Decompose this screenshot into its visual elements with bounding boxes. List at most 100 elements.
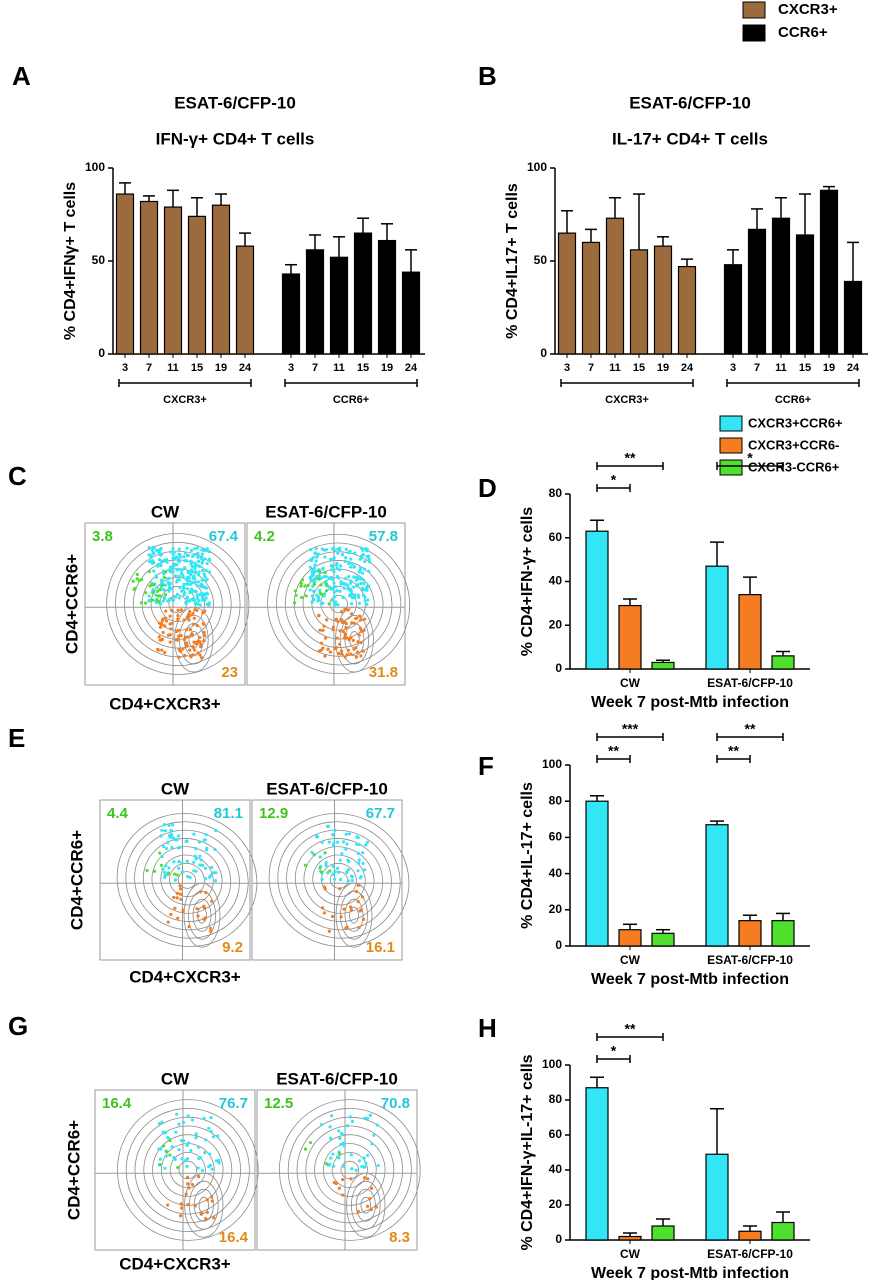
event-dot	[331, 628, 335, 632]
event-dot	[203, 1151, 207, 1155]
event-dot	[202, 630, 206, 635]
event-dot	[355, 835, 359, 839]
bar	[163, 206, 183, 355]
event-dot	[210, 1167, 214, 1171]
event-dot	[183, 653, 187, 658]
contour	[276, 542, 402, 666]
event-dot	[210, 899, 214, 903]
event-dot	[160, 854, 164, 859]
event-dot	[308, 1140, 313, 1145]
contour	[116, 1099, 259, 1241]
event-dot	[193, 570, 198, 574]
bar	[353, 232, 373, 355]
event-dot	[368, 1113, 372, 1117]
group-label: CXCR3+	[605, 394, 649, 406]
event-dot	[319, 1122, 324, 1127]
contour	[311, 577, 366, 631]
event-dot	[356, 574, 360, 578]
event-dot	[317, 570, 322, 574]
event-dot	[193, 566, 197, 571]
event-dot	[185, 1143, 189, 1147]
event-dot	[350, 621, 354, 625]
event-dot	[193, 854, 197, 858]
event-dot	[370, 1186, 374, 1190]
contour	[344, 898, 364, 932]
contour	[189, 1180, 219, 1230]
event-dot	[303, 584, 307, 588]
event-dot	[321, 646, 325, 650]
event-dot	[346, 648, 350, 652]
flow-title: CW	[151, 502, 180, 521]
legend-label: CXCR3-CCR6+	[748, 459, 840, 474]
panel-letter: C	[8, 461, 27, 491]
event-dot	[359, 581, 363, 586]
event-dot	[168, 1139, 172, 1143]
event-dot	[356, 851, 361, 856]
x-tick-label: 24	[847, 362, 860, 374]
event-dot	[158, 851, 162, 855]
event-dot	[359, 629, 363, 633]
event-dot	[185, 635, 189, 639]
event-dot	[369, 1207, 373, 1212]
event-dot	[161, 599, 165, 603]
event-dot	[349, 652, 353, 656]
event-dot	[166, 599, 170, 603]
event-dot	[195, 623, 199, 628]
event-dot	[150, 598, 154, 602]
event-dot	[179, 897, 183, 902]
event-dot	[195, 642, 199, 646]
x-axis-label: CD4+CXCR3+	[129, 967, 241, 986]
quadrant-bottom-right: 16.1	[366, 939, 395, 956]
y-axis-label: CD4+CCR6+	[64, 1120, 83, 1220]
event-dot	[190, 588, 194, 592]
bar	[401, 271, 421, 355]
event-dot	[168, 835, 172, 840]
event-dot	[173, 595, 178, 599]
event-dot	[340, 620, 345, 624]
event-dot	[217, 1161, 221, 1165]
event-dot	[355, 616, 359, 620]
event-dot	[345, 870, 349, 875]
event-dot	[198, 863, 202, 867]
event-dot	[166, 841, 170, 845]
event-dot	[363, 617, 367, 621]
y-tick-label: 0	[555, 661, 562, 675]
event-dot	[198, 1156, 202, 1160]
contour	[340, 890, 368, 940]
event-dot	[200, 1212, 204, 1216]
contour	[360, 1196, 372, 1214]
contour	[350, 1180, 381, 1230]
y-axis-label: % CD4+IFN-γ+IL-17+ cells	[519, 1054, 536, 1250]
contour	[142, 838, 232, 922]
event-dot	[164, 864, 168, 868]
event-dot	[330, 914, 335, 919]
event-dot	[204, 848, 209, 852]
event-dot	[341, 1141, 345, 1145]
event-dot	[195, 584, 199, 588]
event-dot	[170, 621, 174, 625]
event-dot	[176, 834, 181, 838]
event-dot	[196, 651, 200, 655]
y-tick-label: 100	[85, 160, 105, 174]
x-tick-label: 24	[239, 362, 252, 374]
quadrant-top-left: 3.8	[92, 528, 113, 545]
event-dot	[172, 895, 176, 900]
event-dot	[329, 568, 334, 572]
event-dot	[353, 596, 357, 600]
event-dot	[180, 1157, 184, 1161]
event-dot	[207, 875, 212, 879]
event-dot	[310, 574, 314, 578]
event-dot	[361, 851, 365, 855]
event-dot	[333, 585, 338, 589]
y-axis-label: CD4+CCR6+	[62, 554, 81, 654]
contour	[305, 1125, 395, 1215]
event-dot	[160, 578, 164, 582]
x-tick-label: 15	[799, 362, 811, 374]
event-dot	[175, 563, 179, 567]
event-dot	[332, 590, 336, 594]
event-dot	[199, 642, 203, 646]
event-dot	[339, 580, 343, 584]
event-dot	[185, 1157, 190, 1161]
event-dot	[345, 1124, 350, 1128]
